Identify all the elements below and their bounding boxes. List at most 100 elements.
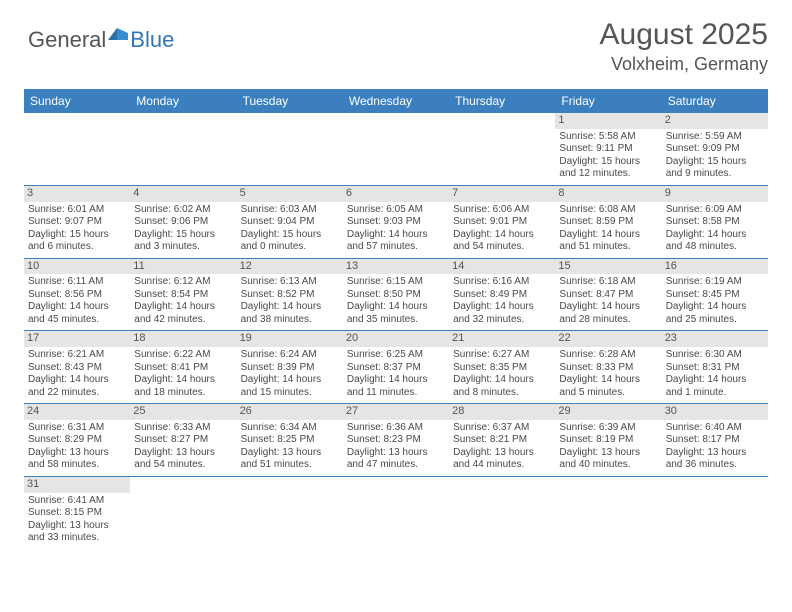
weekday-header: Sunday <box>24 89 130 113</box>
calendar-cell: 29Sunrise: 6:39 AMSunset: 8:19 PMDayligh… <box>555 404 661 476</box>
sunset-text: Sunset: 8:54 PM <box>134 289 232 302</box>
calendar-cell: 18Sunrise: 6:22 AMSunset: 8:41 PMDayligh… <box>130 331 236 403</box>
calendar-row: 31Sunrise: 6:41 AMSunset: 8:15 PMDayligh… <box>24 477 768 549</box>
day-number: 15 <box>555 259 661 275</box>
sunrise-text: Sunrise: 6:05 AM <box>347 204 445 217</box>
daylight-text-2: and 45 minutes. <box>28 314 126 327</box>
daylight-text: Daylight: 14 hours <box>28 374 126 387</box>
calendar-body: 1Sunrise: 5:58 AMSunset: 9:11 PMDaylight… <box>24 113 768 549</box>
daylight-text: Daylight: 14 hours <box>666 374 764 387</box>
day-number: 20 <box>343 331 449 347</box>
sunset-text: Sunset: 8:56 PM <box>28 289 126 302</box>
calendar-cell: 17Sunrise: 6:21 AMSunset: 8:43 PMDayligh… <box>24 331 130 403</box>
sunrise-text: Sunrise: 6:31 AM <box>28 422 126 435</box>
daylight-text: Daylight: 15 hours <box>666 156 764 169</box>
calendar-cell: 13Sunrise: 6:15 AMSunset: 8:50 PMDayligh… <box>343 259 449 331</box>
daylight-text: Daylight: 15 hours <box>28 229 126 242</box>
sunset-text: Sunset: 8:31 PM <box>666 362 764 375</box>
day-number: 22 <box>555 331 661 347</box>
daylight-text-2: and 9 minutes. <box>666 168 764 181</box>
calendar-cell <box>555 477 661 549</box>
day-number: 9 <box>662 186 768 202</box>
sunrise-text: Sunrise: 6:18 AM <box>559 276 657 289</box>
sunset-text: Sunset: 8:59 PM <box>559 216 657 229</box>
day-number: 23 <box>662 331 768 347</box>
sunset-text: Sunset: 9:04 PM <box>241 216 339 229</box>
daylight-text: Daylight: 14 hours <box>559 301 657 314</box>
sunrise-text: Sunrise: 6:11 AM <box>28 276 126 289</box>
day-number: 19 <box>237 331 343 347</box>
calendar-cell: 7Sunrise: 6:06 AMSunset: 9:01 PMDaylight… <box>449 186 555 258</box>
day-number: 31 <box>24 477 130 493</box>
calendar-cell: 2Sunrise: 5:59 AMSunset: 9:09 PMDaylight… <box>662 113 768 185</box>
daylight-text-2: and 58 minutes. <box>28 459 126 472</box>
calendar-cell: 15Sunrise: 6:18 AMSunset: 8:47 PMDayligh… <box>555 259 661 331</box>
calendar-cell: 19Sunrise: 6:24 AMSunset: 8:39 PMDayligh… <box>237 331 343 403</box>
weekday-header: Thursday <box>449 89 555 113</box>
calendar-cell: 20Sunrise: 6:25 AMSunset: 8:37 PMDayligh… <box>343 331 449 403</box>
daylight-text-2: and 3 minutes. <box>134 241 232 254</box>
calendar-cell: 24Sunrise: 6:31 AMSunset: 8:29 PMDayligh… <box>24 404 130 476</box>
day-number: 24 <box>24 404 130 420</box>
sunset-text: Sunset: 8:52 PM <box>241 289 339 302</box>
daylight-text-2: and 18 minutes. <box>134 387 232 400</box>
daylight-text: Daylight: 14 hours <box>241 301 339 314</box>
daylight-text-2: and 54 minutes. <box>134 459 232 472</box>
weekday-header: Monday <box>130 89 236 113</box>
sunset-text: Sunset: 8:27 PM <box>134 434 232 447</box>
sunset-text: Sunset: 9:07 PM <box>28 216 126 229</box>
header: General Blue August 2025 Volxheim, Germa… <box>0 0 792 83</box>
calendar-cell <box>449 477 555 549</box>
daylight-text-2: and 38 minutes. <box>241 314 339 327</box>
daylight-text: Daylight: 14 hours <box>453 301 551 314</box>
logo-text-blue: Blue <box>130 27 174 53</box>
calendar-row: 1Sunrise: 5:58 AMSunset: 9:11 PMDaylight… <box>24 113 768 186</box>
daylight-text: Daylight: 14 hours <box>241 374 339 387</box>
sunset-text: Sunset: 9:03 PM <box>347 216 445 229</box>
daylight-text: Daylight: 14 hours <box>453 229 551 242</box>
sunrise-text: Sunrise: 5:58 AM <box>559 131 657 144</box>
daylight-text: Daylight: 14 hours <box>347 301 445 314</box>
calendar-cell: 16Sunrise: 6:19 AMSunset: 8:45 PMDayligh… <box>662 259 768 331</box>
daylight-text: Daylight: 13 hours <box>453 447 551 460</box>
day-number: 10 <box>24 259 130 275</box>
sunrise-text: Sunrise: 6:15 AM <box>347 276 445 289</box>
daylight-text-2: and 22 minutes. <box>28 387 126 400</box>
sunrise-text: Sunrise: 6:01 AM <box>28 204 126 217</box>
calendar-cell: 12Sunrise: 6:13 AMSunset: 8:52 PMDayligh… <box>237 259 343 331</box>
day-number: 17 <box>24 331 130 347</box>
title-block: August 2025 Volxheim, Germany <box>600 18 768 75</box>
calendar-cell: 23Sunrise: 6:30 AMSunset: 8:31 PMDayligh… <box>662 331 768 403</box>
calendar-cell: 10Sunrise: 6:11 AMSunset: 8:56 PMDayligh… <box>24 259 130 331</box>
daylight-text: Daylight: 13 hours <box>559 447 657 460</box>
daylight-text: Daylight: 14 hours <box>559 374 657 387</box>
sunset-text: Sunset: 8:39 PM <box>241 362 339 375</box>
sunset-text: Sunset: 8:29 PM <box>28 434 126 447</box>
daylight-text-2: and 5 minutes. <box>559 387 657 400</box>
day-number: 13 <box>343 259 449 275</box>
day-number: 27 <box>343 404 449 420</box>
sunrise-text: Sunrise: 6:39 AM <box>559 422 657 435</box>
calendar-cell: 21Sunrise: 6:27 AMSunset: 8:35 PMDayligh… <box>449 331 555 403</box>
daylight-text: Daylight: 14 hours <box>453 374 551 387</box>
daylight-text-2: and 12 minutes. <box>559 168 657 181</box>
logo: General Blue <box>28 26 174 53</box>
day-number: 8 <box>555 186 661 202</box>
day-number: 1 <box>555 113 661 129</box>
sunset-text: Sunset: 8:21 PM <box>453 434 551 447</box>
daylight-text-2: and 32 minutes. <box>453 314 551 327</box>
calendar-cell: 11Sunrise: 6:12 AMSunset: 8:54 PMDayligh… <box>130 259 236 331</box>
sunrise-text: Sunrise: 6:03 AM <box>241 204 339 217</box>
day-number: 12 <box>237 259 343 275</box>
daylight-text-2: and 36 minutes. <box>666 459 764 472</box>
calendar-cell: 25Sunrise: 6:33 AMSunset: 8:27 PMDayligh… <box>130 404 236 476</box>
month-title: August 2025 <box>600 18 768 52</box>
daylight-text: Daylight: 14 hours <box>666 301 764 314</box>
calendar-cell <box>130 477 236 549</box>
sunrise-text: Sunrise: 6:06 AM <box>453 204 551 217</box>
calendar-cell <box>237 477 343 549</box>
daylight-text: Daylight: 13 hours <box>28 520 126 533</box>
calendar-cell <box>237 113 343 185</box>
daylight-text-2: and 51 minutes. <box>559 241 657 254</box>
daylight-text: Daylight: 14 hours <box>347 229 445 242</box>
